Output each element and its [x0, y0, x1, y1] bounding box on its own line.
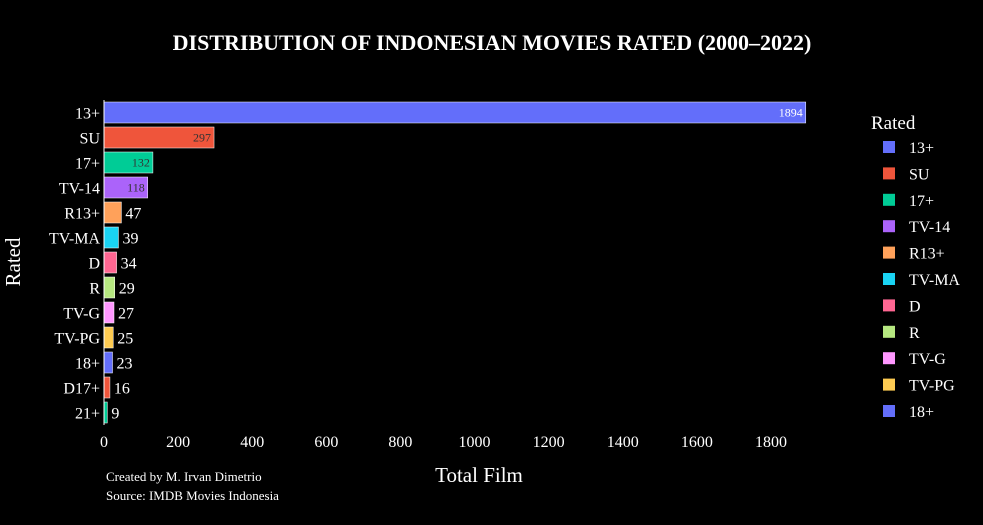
legend-label-r[interactable]: R — [909, 325, 920, 342]
y-tick-r13: R13+ — [64, 206, 100, 223]
legend-label-su[interactable]: SU — [909, 166, 930, 183]
legend-swatch-d — [883, 299, 895, 312]
x-axis-title: Total Film — [435, 463, 523, 487]
x-tick-800: 800 — [388, 434, 412, 451]
legend-swatch-17 — [883, 193, 895, 206]
value-label-17: 132 — [132, 156, 150, 170]
legend-swatch-tv-14 — [883, 220, 895, 233]
legend-label-tv-14[interactable]: TV-14 — [909, 219, 950, 236]
value-label-tv-pg: 25 — [117, 331, 133, 348]
bar-tv-pg — [103, 326, 114, 349]
x-tick-labels: 0 200 400 600 800 1000 1200 1400 1600 1800 — [100, 434, 787, 451]
value-label-r13: 47 — [125, 206, 141, 223]
y-tick-17: 17+ — [75, 156, 100, 173]
legend-swatch-tv-ma — [883, 273, 895, 285]
bar-tv-g — [103, 301, 115, 324]
y-axis-title: Rated — [1, 237, 25, 286]
value-label-13: 1894 — [779, 106, 803, 120]
y-tick-su: SU — [80, 131, 101, 148]
y-tick-r: R — [89, 281, 100, 298]
bar-13 — [103, 101, 807, 124]
bar-r13 — [103, 201, 122, 224]
legend-swatch-18 — [883, 405, 895, 417]
legend-swatch-tv-g — [883, 352, 895, 365]
y-tick-d: D — [88, 256, 100, 273]
legend-label-tv-g[interactable]: TV-G — [909, 351, 946, 368]
legend-title: Rated — [871, 113, 916, 134]
legend-swatch-13 — [883, 141, 895, 153]
y-tick-labels: 13+ SU 17+ TV-14 R13+ TV-MA DR TV-G TV-PG 18+ D17+… — [49, 106, 100, 423]
legend-label-r13[interactable]: R13+ — [909, 246, 945, 263]
bar-18 — [103, 351, 113, 374]
value-label-d: 34 — [121, 256, 137, 273]
bar-21 — [103, 401, 108, 424]
y-tick-tv-g: TV-G — [63, 306, 100, 323]
value-label-tv-ma: 39 — [122, 231, 138, 248]
legend-swatch-r13 — [883, 246, 895, 259]
x-tick-200: 200 — [166, 434, 190, 451]
value-label-r: 29 — [119, 281, 135, 298]
bar-d — [103, 251, 117, 274]
x-tick-1000: 1000 — [459, 434, 491, 451]
value-label-21: 9 — [111, 406, 119, 423]
legend-label-13[interactable]: 13+ — [909, 140, 934, 157]
chart-title: DISTRIBUTION OF INDONESIAN MOVIES RATED … — [173, 30, 812, 55]
value-label-d17: 16 — [114, 381, 130, 398]
legend-swatch-su — [883, 167, 895, 180]
x-tick-0: 0 — [100, 434, 108, 451]
x-tick-1400: 1400 — [607, 434, 639, 451]
y-tick-tv-pg: TV-PG — [54, 331, 100, 348]
legend-label-17[interactable]: 17+ — [909, 193, 934, 210]
x-tick-600: 600 — [314, 434, 338, 451]
value-label-tv-g: 27 — [118, 306, 134, 323]
value-label-18: 23 — [117, 356, 133, 373]
legend-swatch-r — [883, 325, 895, 338]
y-tick-tv-14: TV-14 — [59, 181, 100, 198]
legend-label-tv-ma[interactable]: TV-MA — [909, 272, 960, 289]
legend-label-18[interactable]: 18+ — [909, 404, 934, 421]
x-tick-400: 400 — [240, 434, 264, 451]
y-tick-21: 21+ — [75, 406, 100, 423]
legend-label-d[interactable]: D — [909, 298, 921, 315]
bar-r — [103, 276, 115, 299]
x-tick-1600: 1600 — [681, 434, 713, 451]
source-annotation: Source: IMDB Movies Indonesia — [106, 488, 279, 503]
x-tick-1200: 1200 — [533, 434, 565, 451]
value-label-tv-14: 118 — [127, 181, 145, 195]
value-label-su: 297 — [193, 131, 211, 145]
legend-label-tv-pg[interactable]: TV-PG — [909, 378, 955, 395]
legend-swatch-tv-pg — [883, 378, 895, 391]
bar-tv-ma — [103, 226, 119, 249]
credit-annotation: Created by M. Irvan Dimetrio — [106, 469, 262, 484]
bars-group: 1894 297 132 118 47 39 34 29 27 25 23 16 9 — [103, 101, 807, 424]
y-tick-13: 13+ — [75, 106, 100, 123]
legend: Rated 13+ SU 17+ TV-14 R13+ TV-MA DR TV-G TV-PG 1… — [871, 113, 960, 421]
bar-d17 — [103, 376, 111, 399]
x-tick-1800: 1800 — [755, 434, 787, 451]
y-tick-tv-ma: TV-MA — [49, 231, 100, 248]
y-tick-d17: D17+ — [63, 381, 100, 398]
y-tick-18: 18+ — [75, 356, 100, 373]
